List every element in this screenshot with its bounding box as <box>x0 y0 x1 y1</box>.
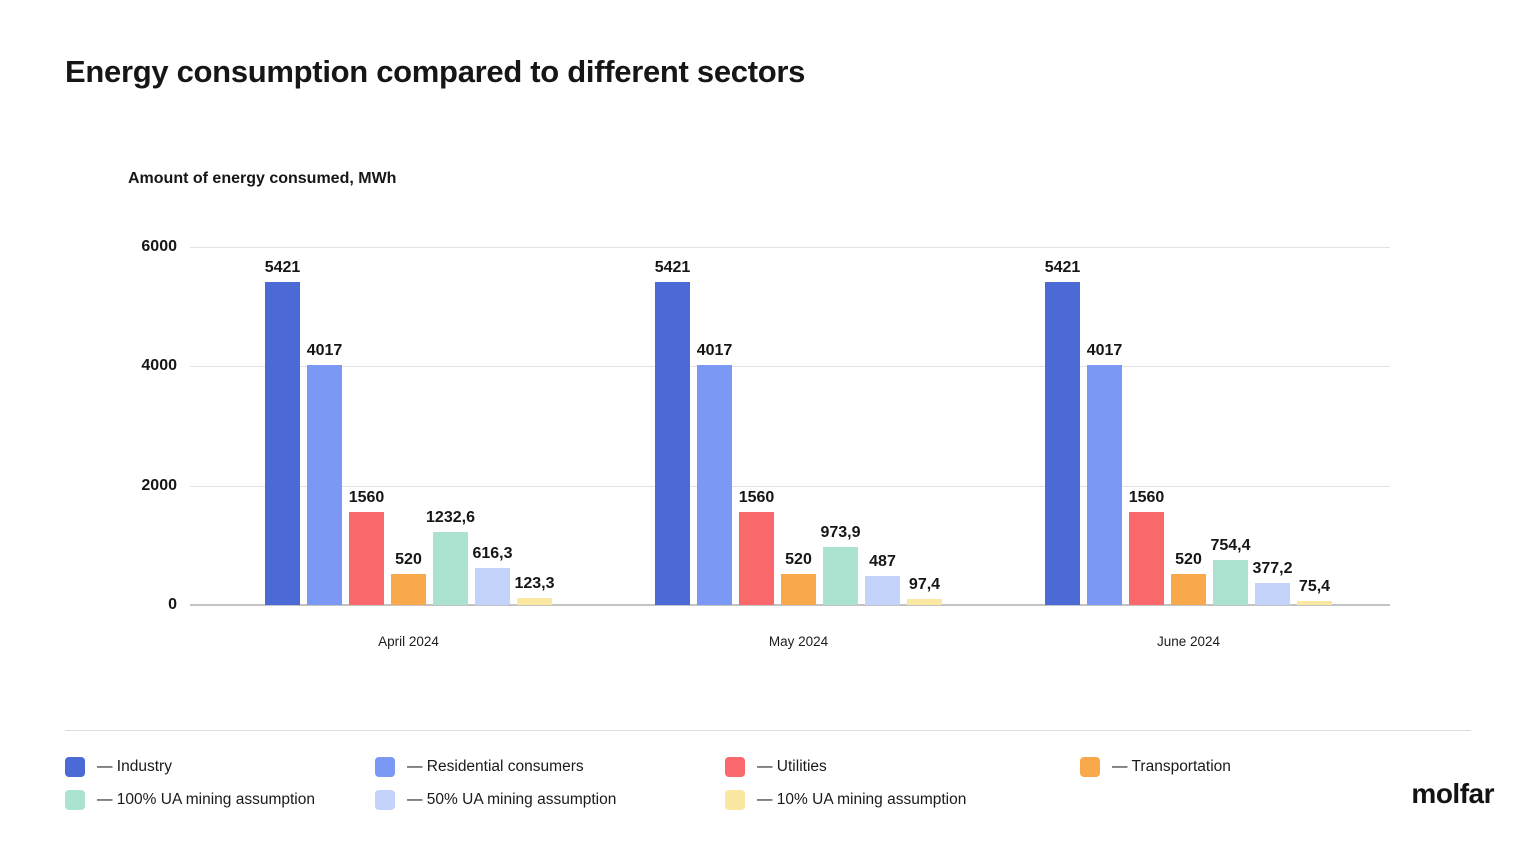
bar-group-may-2024: 5421 4017 1560 520 973,9 487 97,4 <box>655 259 942 605</box>
bar-value-label: 754,4 <box>1210 537 1251 554</box>
bar-value-label: 616,3 <box>472 545 513 563</box>
bar-value-label: 1560 <box>348 488 385 506</box>
bar-industry-april-2024: 5421 <box>265 259 300 605</box>
bar-value-label: 1560 <box>738 488 775 506</box>
legend-swatch-utilities <box>725 757 745 777</box>
bar-value-label: 520 <box>785 551 812 568</box>
x-axis-label-june-2024: June 2024 <box>1156 634 1221 649</box>
legend-item-industry: — Industry <box>65 757 375 777</box>
gridline-4000 <box>190 366 1390 368</box>
legend-item-residential-consumers: — Residential consumers <box>375 757 725 777</box>
bar-group-april-2024: 5421 4017 1560 520 1232,6 616,3 123,3 <box>265 259 555 605</box>
bar-value-label: 5421 <box>1044 258 1081 276</box>
legend-label-utilities: — Utilities <box>757 758 827 775</box>
bar-value-label: 520 <box>1175 551 1202 568</box>
bar-10-ua-mining-assumption-june-2024: 75,4 <box>1297 578 1332 605</box>
bar-value-label: 1232,6 <box>426 508 475 526</box>
y-axis-title: Amount of energy consumed, MWh <box>128 170 397 187</box>
bar-group-june-2024: 5421 4017 1560 520 754,4 377,2 75,4 <box>1045 259 1332 605</box>
bar-value-label: 4017 <box>1086 342 1123 360</box>
y-tick-label-6000: 6000 <box>141 238 177 255</box>
bar-utilities-may-2024: 1560 <box>739 489 774 605</box>
legend-swatch-residential-consumers <box>375 757 395 777</box>
legend-item-transportation: — Transportation <box>1080 757 1405 777</box>
bar-residential-consumers-may-2024: 4017 <box>697 342 732 605</box>
y-tick-label-0: 0 <box>168 596 177 613</box>
legend-divider <box>65 730 1471 731</box>
bar-50-ua-mining-assumption-june-2024: 377,2 <box>1252 560 1293 605</box>
legend-swatch-industry <box>65 757 85 777</box>
bar-value-label: 75,4 <box>1298 577 1331 595</box>
gridline-6000 <box>190 247 1390 248</box>
legend-label-transportation: — Transportation <box>1112 758 1231 775</box>
bar-value-label: 123,3 <box>514 574 555 592</box>
legend-swatch-100-ua-mining-assumption <box>65 790 85 810</box>
legend-swatch-50-ua-mining-assumption <box>375 790 395 810</box>
chart-title: Energy consumption compared to different… <box>65 54 806 89</box>
bar-50-ua-mining-assumption-may-2024: 487 <box>865 553 900 605</box>
bar-value-label: 4017 <box>306 342 343 360</box>
bar-value-label: 520 <box>395 551 422 568</box>
molfar-logo: molfar <box>1411 778 1494 809</box>
bar-transportation-april-2024: 520 <box>391 551 426 605</box>
plot-area: 6000 4000 2000 0 5421 4017 1560 520 1232,6 616,3 1… <box>141 238 1390 613</box>
legend-label-50-ua-mining-assumption: — 50% UA mining assumption <box>407 791 617 808</box>
y-tick-label-2000: 2000 <box>141 476 177 494</box>
bar-utilities-april-2024: 1560 <box>349 489 384 605</box>
bar-transportation-june-2024: 520 <box>1171 551 1206 605</box>
bar-50-ua-mining-assumption-april-2024: 616,3 <box>472 545 513 605</box>
bar-100-ua-mining-assumption-may-2024: 973,9 <box>820 524 861 605</box>
legend-swatch-10-ua-mining-assumption <box>725 790 745 810</box>
bar-value-label: 5421 <box>264 258 301 276</box>
bar-100-ua-mining-assumption-april-2024: 1232,6 <box>426 509 475 605</box>
bar-value-label: 1560 <box>1128 488 1165 506</box>
bar-10-ua-mining-assumption-april-2024: 123,3 <box>514 575 555 605</box>
x-axis-label-may-2024: May 2024 <box>768 634 829 649</box>
legend-label-industry: — Industry <box>97 758 172 775</box>
bar-residential-consumers-april-2024: 4017 <box>307 342 342 605</box>
bar-100-ua-mining-assumption-june-2024: 754,4 <box>1210 537 1251 605</box>
legend-label-residential-consumers: — Residential consumers <box>407 758 584 775</box>
legend-swatch-transportation <box>1080 757 1100 777</box>
bar-residential-consumers-june-2024: 4017 <box>1087 342 1122 605</box>
legend: — Industry — Residential consumers — Utili… <box>65 757 1405 810</box>
legend-item-100-ua-mining-assumption: — 100% UA mining assumption <box>65 790 375 810</box>
bar-value-label: 97,4 <box>908 576 941 594</box>
x-axis-label-april-2024: April 2024 <box>378 634 439 649</box>
bar-value-label: 487 <box>869 552 896 570</box>
bar-utilities-june-2024: 1560 <box>1129 489 1164 605</box>
bar-value-label: 377,2 <box>1252 559 1293 577</box>
bar-value-label: 973,9 <box>820 523 861 541</box>
legend-label-10-ua-mining-assumption: — 10% UA mining assumption <box>757 791 967 808</box>
bar-industry-june-2024: 5421 <box>1045 259 1080 605</box>
y-tick-label-4000: 4000 <box>141 357 177 375</box>
bar-10-ua-mining-assumption-may-2024: 97,4 <box>907 576 942 605</box>
legend-item-utilities: — Utilities <box>725 757 1080 777</box>
gridline-0 <box>190 604 1390 606</box>
legend-item-50-ua-mining-assumption: — 50% UA mining assumption <box>375 790 725 810</box>
bar-transportation-may-2024: 520 <box>781 551 816 605</box>
gridline-2000 <box>190 485 1390 487</box>
legend-label-100-ua-mining-assumption: — 100% UA mining assumption <box>97 791 315 808</box>
bar-industry-may-2024: 5421 <box>655 259 690 605</box>
legend-item-10-ua-mining-assumption: — 10% UA mining assumption <box>725 790 1080 810</box>
bar-value-label: 4017 <box>696 342 733 360</box>
bar-value-label: 5421 <box>654 258 691 276</box>
